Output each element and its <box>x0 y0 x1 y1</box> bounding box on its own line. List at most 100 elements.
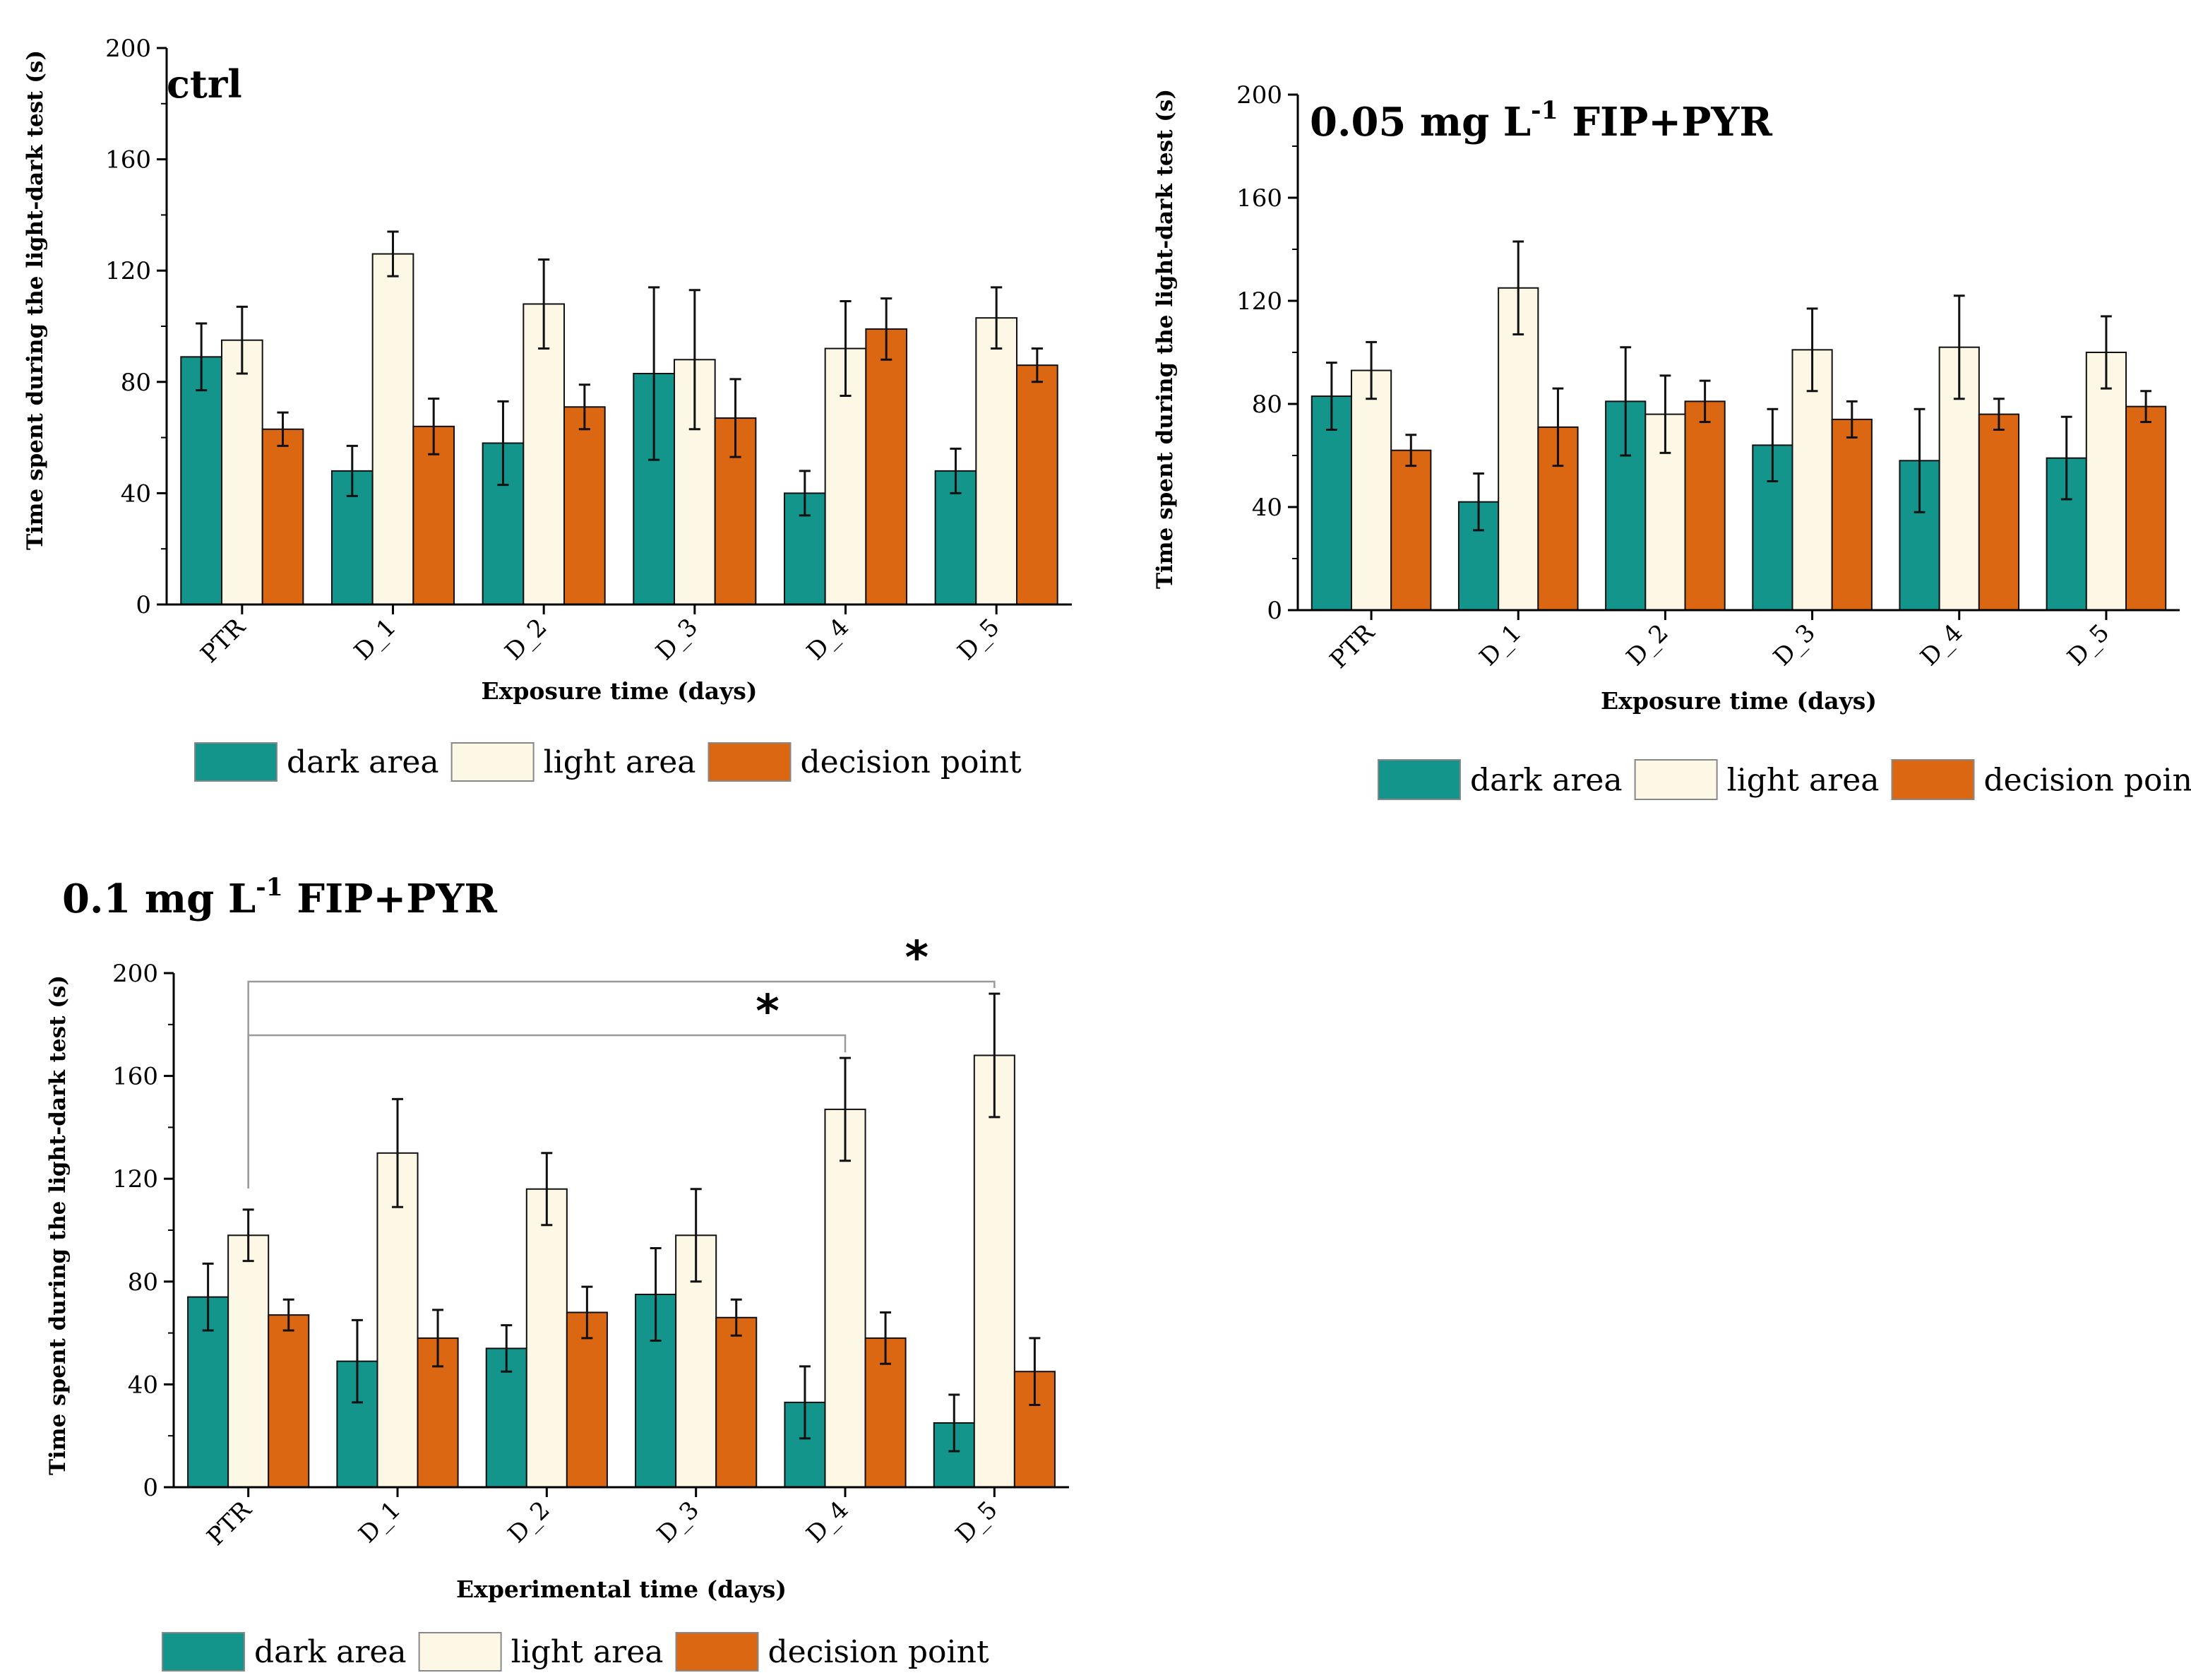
significance-star: * <box>756 986 779 1038</box>
bar-light-area-D_4 <box>824 1108 866 1489</box>
chart-title: 0.1 mg L-1 FIP+PYR <box>62 873 497 922</box>
bar-decision-point-D_4 <box>865 328 908 605</box>
bar-decision-point-D_2 <box>566 1311 608 1488</box>
bar-light-area-D_1 <box>1498 287 1539 611</box>
x-tick-label-D_3: D_3 <box>652 1496 705 1549</box>
bar-light-area-PTR <box>220 339 263 605</box>
x-tick-label-D_5: D_5 <box>950 1496 1003 1549</box>
bar-decision-point-D_3 <box>715 1316 758 1489</box>
y-tick-label: 160 <box>112 1063 158 1091</box>
legend-label-decision-point: decision point <box>768 1634 989 1670</box>
legend-label-decision-point: decision point <box>800 744 1021 780</box>
y-tick-label: 200 <box>105 35 151 63</box>
chart-ctrl: ctrl 0 40 80 120 160 200 PTR D_1 D_2 D_3 D_4 D_5 Expo… <box>23 35 1072 782</box>
y-tick-label: 0 <box>1267 597 1282 625</box>
chart-title-superscript: -1 <box>256 873 283 902</box>
y-tick-label: 200 <box>1236 81 1282 109</box>
chart-c005: 0.05 mg L-1 FIP+PYR 0 40 80 120 160 200 PTR D_1 D… <box>1152 81 2191 800</box>
bar-light-area-D_5 <box>973 1054 1015 1488</box>
x-tick-label-D_1: D_1 <box>1474 619 1527 672</box>
legend-label-dark-area: dark area <box>287 744 439 780</box>
bar-decision-point-PTR <box>1390 449 1432 612</box>
y-tick-label: 120 <box>112 1165 158 1193</box>
x-axis-label: Exposure time (days) <box>1601 687 1877 715</box>
bar-light-area-D_5 <box>975 317 1018 605</box>
bar-light-area-D_2 <box>523 303 566 605</box>
legend-swatch-decision-point <box>708 742 792 782</box>
y-axis-label: Time spent during the light-dark test (s… <box>23 50 48 550</box>
legend-swatch-dark-area <box>194 742 277 782</box>
chart-title-main: ctrl <box>167 61 242 107</box>
legend-swatch-light-area <box>418 1632 502 1672</box>
x-tick-label-D_1: D_1 <box>349 613 402 666</box>
bar-light-area-PTR <box>1350 369 1392 611</box>
x-tick-label-D_5: D_5 <box>953 613 1005 666</box>
chart-title-main: 0.1 mg L <box>62 876 256 922</box>
legend-label-dark-area: dark area <box>1470 763 1623 799</box>
y-tick-label: 80 <box>128 1268 158 1297</box>
legend-label-dark-area: dark area <box>254 1634 407 1670</box>
x-tick-label-D_5: D_5 <box>2062 619 2115 672</box>
x-axis-label: Experimental time (days) <box>456 1575 787 1603</box>
bar-dark-area-PTR <box>180 356 222 605</box>
significance-star: * <box>905 932 929 984</box>
y-axis-label: Time spent during the light-dark test (s… <box>45 975 71 1475</box>
y-tick-label: 40 <box>121 479 151 508</box>
x-tick-label-D_4: D_4 <box>1915 619 1968 672</box>
bar-dark-area-PTR <box>1311 395 1352 611</box>
chart-title: 0.05 mg L-1 FIP+PYR <box>1310 96 1772 145</box>
legend-label-light-area: light area <box>511 1634 664 1670</box>
legend-swatch-light-area <box>450 742 535 782</box>
chart-title-superscript: -1 <box>1531 96 1558 125</box>
chart-title-rest: FIP+PYR <box>283 876 498 922</box>
legend: dark area light area decision point <box>162 1632 989 1672</box>
y-tick-label: 0 <box>136 591 151 619</box>
x-tick-label-PTR: PTR <box>1325 618 1381 674</box>
bar-light-area-PTR <box>227 1234 270 1489</box>
y-tick-label: 200 <box>112 960 158 988</box>
bar-light-area-D_1 <box>376 1152 419 1489</box>
x-tick-label-D_4: D_4 <box>801 613 854 666</box>
bar-light-area-D_5 <box>2085 352 2127 611</box>
legend: dark area light area decision point <box>1378 759 2191 800</box>
x-axis-label: Exposure time (days) <box>482 677 758 705</box>
legend-swatch-dark-area <box>1378 759 1461 800</box>
y-tick-label: 40 <box>128 1371 158 1399</box>
chart-title: ctrl <box>167 61 242 107</box>
legend-label-decision-point: decision point <box>1983 763 2191 799</box>
x-tick-label-D_2: D_2 <box>500 613 553 666</box>
y-tick-label: 160 <box>1236 184 1282 213</box>
significance-bracket <box>247 980 996 1188</box>
x-tick-label-PTR: PTR <box>196 612 252 669</box>
bar-light-area-D_2 <box>525 1188 568 1488</box>
y-tick-label: 0 <box>143 1474 158 1502</box>
bar-decision-point-D_2 <box>1684 400 1726 611</box>
y-tick-label: 120 <box>105 257 151 285</box>
y-tick-label: 80 <box>121 369 151 397</box>
bar-light-area-D_1 <box>371 253 414 605</box>
legend-swatch-decision-point <box>675 1632 759 1672</box>
x-tick-label-D_1: D_1 <box>353 1496 406 1549</box>
bar-decision-point-D_3 <box>1831 418 1873 612</box>
y-axis-label: Time spent during the light-dark test (s… <box>1152 89 1178 589</box>
y-tick-label: 120 <box>1236 287 1282 316</box>
bar-decision-point-PTR <box>268 1314 310 1488</box>
bar-dark-area-D_4 <box>784 1401 826 1489</box>
bar-decision-point-D_1 <box>412 425 455 606</box>
y-tick-label: 40 <box>1252 494 1282 522</box>
chart-title-rest: FIP+PYR <box>1558 99 1773 145</box>
x-tick-label-D_3: D_3 <box>1768 619 1821 672</box>
y-tick-label: 160 <box>105 146 151 174</box>
legend-label-light-area: light area <box>1727 763 1880 799</box>
bar-decision-point-PTR <box>261 428 304 606</box>
x-tick-label-PTR: PTR <box>201 1495 258 1551</box>
legend-swatch-light-area <box>1634 759 1718 800</box>
legend-swatch-decision-point <box>1891 759 1975 800</box>
bar-decision-point-D_5 <box>1016 364 1058 605</box>
bar-decision-point-D_2 <box>563 406 606 605</box>
bar-decision-point-D_5 <box>2125 405 2167 612</box>
legend: dark area light area decision point <box>194 742 1022 782</box>
bar-decision-point-D_4 <box>1978 413 2020 611</box>
x-tick-label-D_4: D_4 <box>801 1496 854 1549</box>
